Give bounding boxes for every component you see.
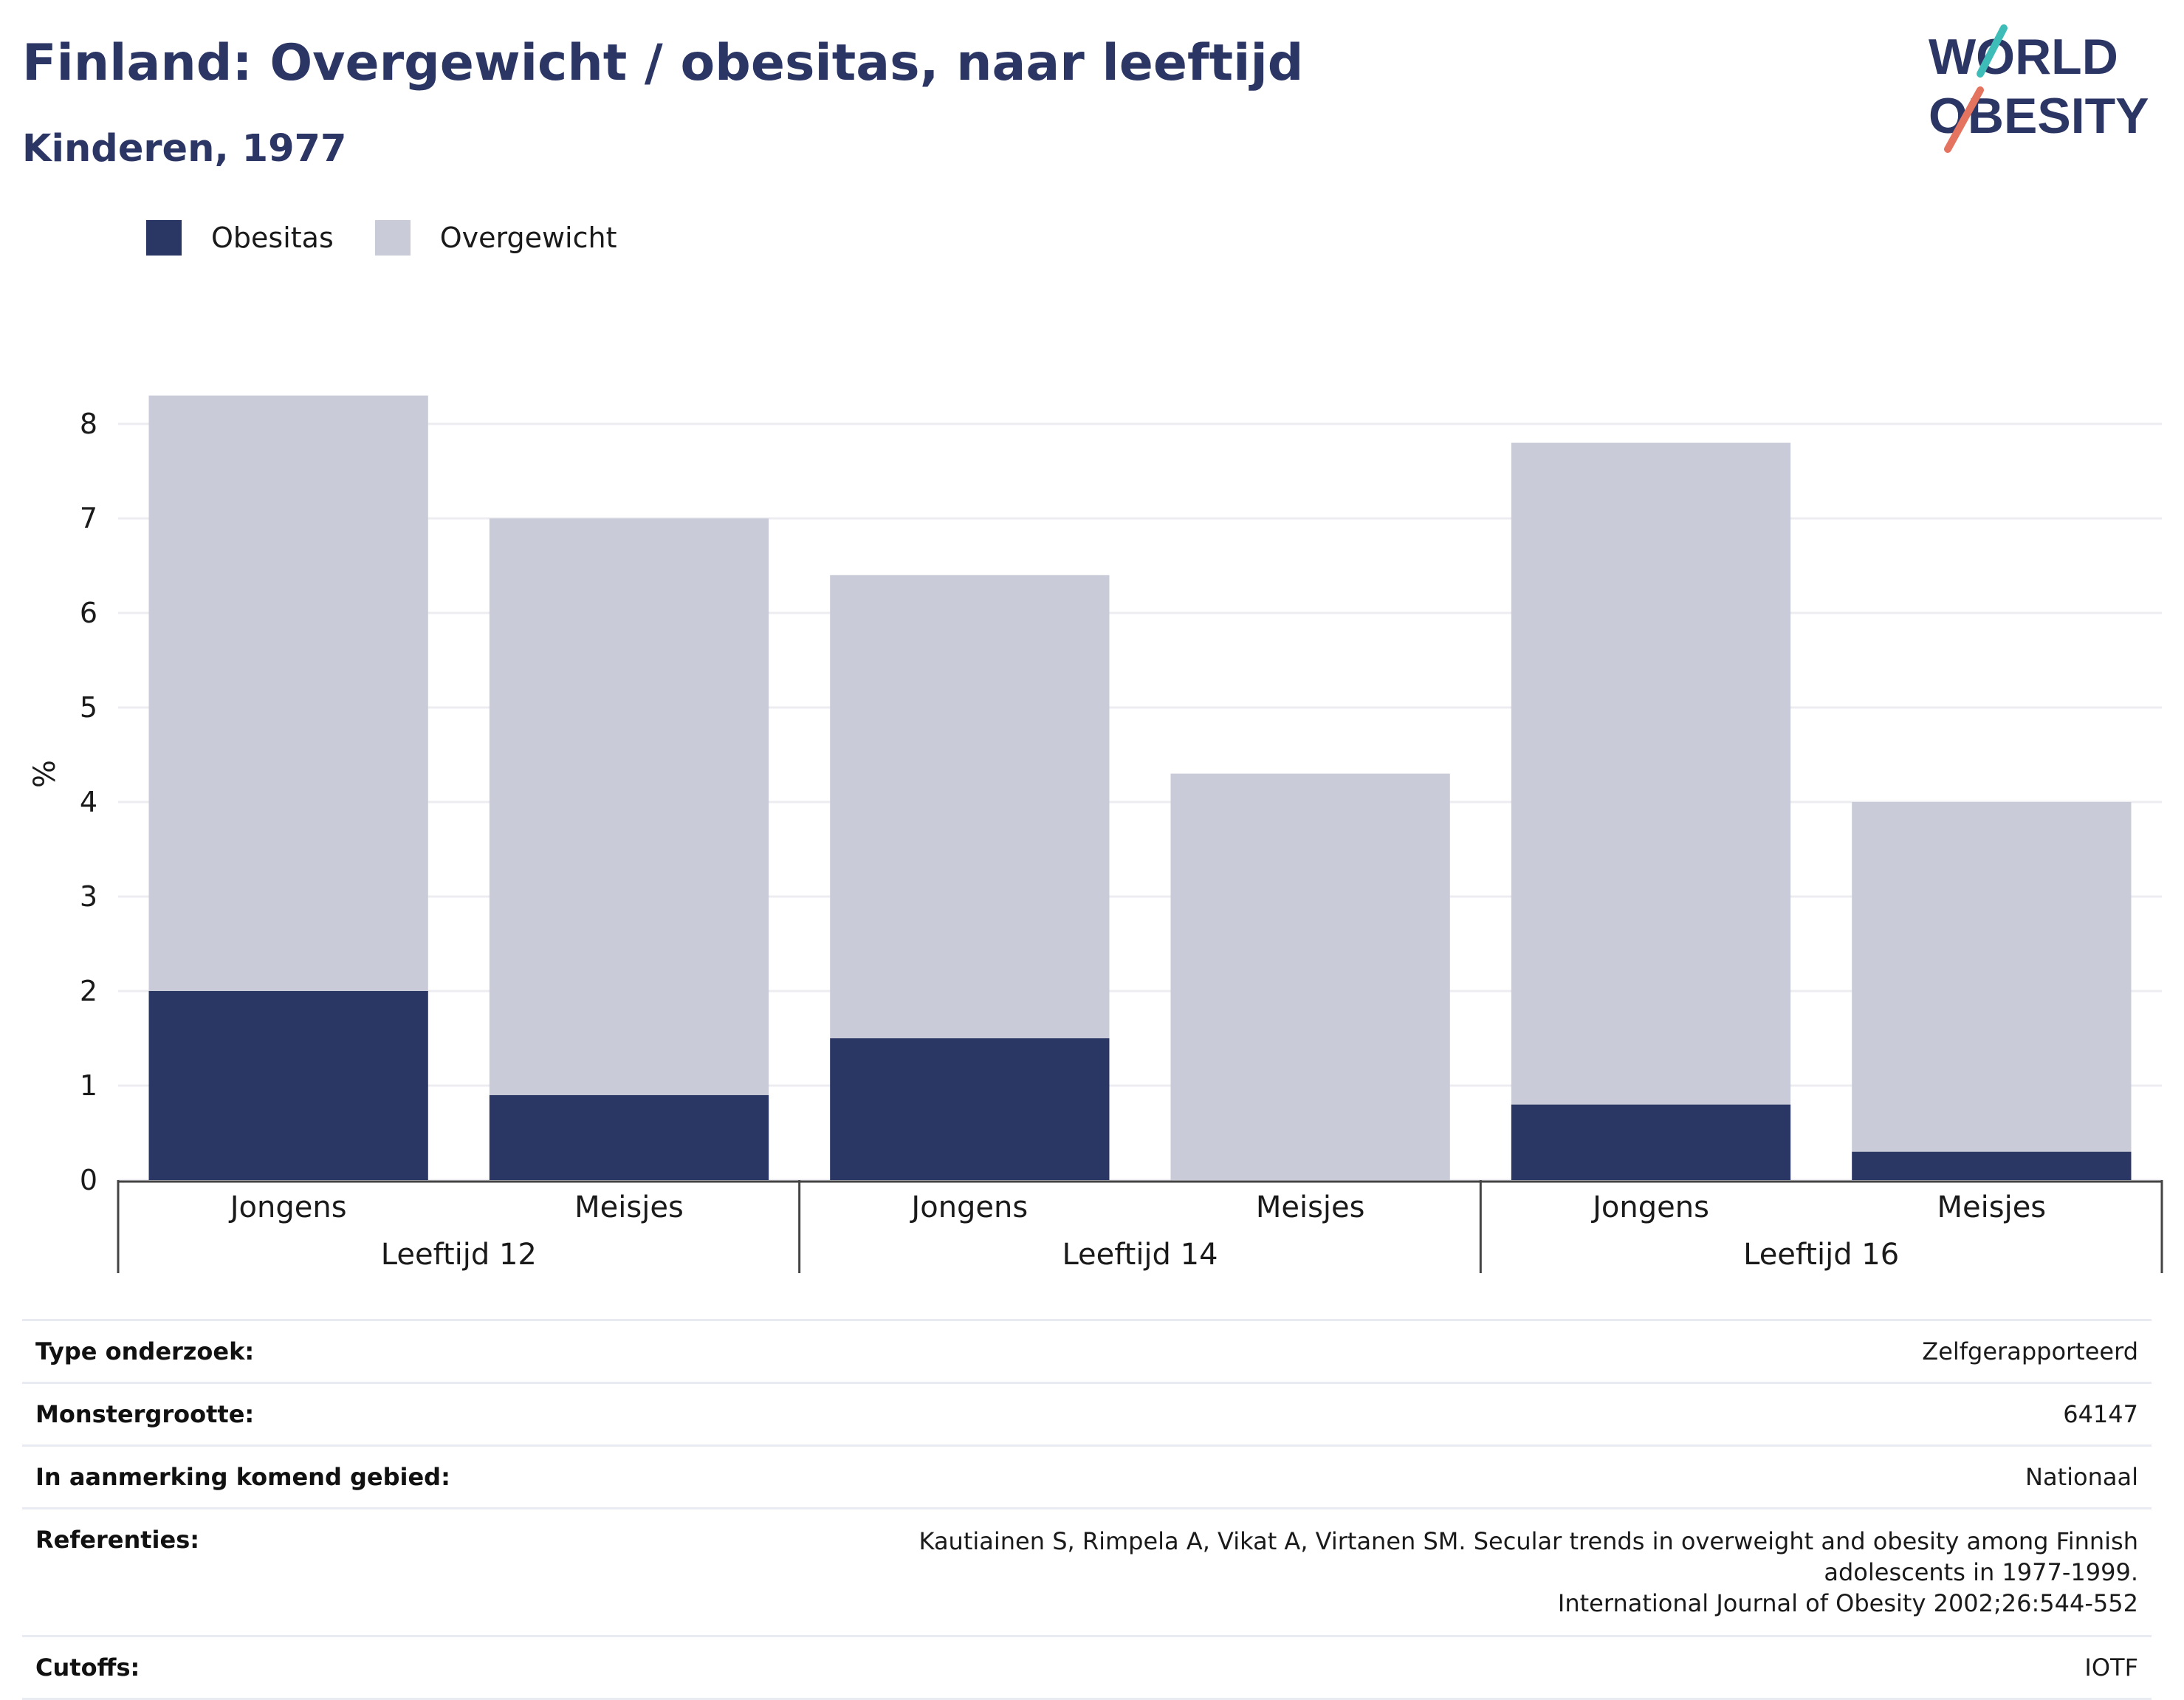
world-obesity-logo: WORLD OBESITY [1929,24,2149,153]
legend-label-obesitas: Obesitas [211,222,334,254]
page-title: Finland: Overgewicht / obesitas, naar le… [22,34,1304,92]
bar-overgewicht-3 [1170,773,1450,1180]
study-info-table: Type onderzoek: Zelfgerapporteerd Monste… [22,1319,2152,1700]
info-key: Monstergrootte: [22,1382,874,1446]
legend-swatch-overgewicht [374,220,411,256]
x-tick-label: Jongens [1590,1190,1709,1224]
y-tick-label: 1 [80,1069,97,1102]
info-key: In aanmerking komend gebied: [22,1444,874,1509]
bar-overgewicht-4 [1511,442,1791,1105]
chart-legend: Obesitas Overgewicht [146,220,659,256]
info-value: Zelfgerapporteerd [873,1319,2152,1383]
logo-word-world: WORLD [1929,29,2118,85]
stacked-bar-chart: 0 1 2 3 4 5 6 7 8% Jongens Meisjes Jongens Meisjes Jo… [28,395,2163,1273]
info-value: Nationaal [873,1444,2152,1509]
y-tick-label: 0 [80,1164,97,1196]
info-value: Kautiainen S, Rimpela A, Vikat A, Virtan… [873,1507,2152,1636]
y-axis-title: % [28,760,62,788]
y-tick-label: 8 [80,408,97,440]
y-tick-label: 4 [80,786,97,818]
x-tick-label: Jongens [228,1190,347,1224]
logo-slash-coral [1944,86,1984,153]
legend-swatch-obesitas [146,220,182,256]
info-row-references: Referenties: Kautiainen S, Rimpela A, Vi… [22,1507,2152,1636]
y-tick-label: 5 [80,691,97,724]
info-row-sample-size: Monstergrootte: 64147 [22,1382,2152,1446]
info-value: 64147 [873,1382,2152,1446]
bar-overgewicht-1 [489,518,769,1095]
y-tick-label: 3 [80,880,97,913]
info-row-area: In aanmerking komend gebied: Nationaal [22,1444,2152,1509]
info-key: Cutoffs: [22,1635,874,1700]
page-subtitle: Kinderen, 1977 [22,127,347,171]
bar-obesitas-1 [489,1094,769,1180]
info-row-cutoffs: Cutoffs: IOTF [22,1635,2152,1700]
group-label: Leeftijd 14 [1062,1238,1218,1272]
bar-overgewicht-0 [148,395,428,991]
reference-line-1: Kautiainen S, Rimpela A, Vikat A, Virtan… [918,1527,2138,1586]
logo-slash-teal [1977,24,2008,78]
bar-obesitas-0 [148,991,428,1180]
x-tick-label: Meisjes [1937,1190,2047,1224]
group-label: Leeftijd 12 [381,1238,537,1272]
x-tick-label: Meisjes [1256,1190,1365,1224]
legend-label-overgewicht: Overgewicht [439,222,617,254]
group-label: Leeftijd 16 [1743,1238,1899,1272]
y-tick-label: 2 [80,975,97,1007]
info-key: Type onderzoek: [22,1319,874,1383]
y-tick-label: 6 [80,597,97,629]
bar-overgewicht-5 [1852,802,2132,1152]
info-row-type: Type onderzoek: Zelfgerapporteerd [22,1319,2152,1383]
x-tick-label: Meisjes [574,1190,684,1224]
bar-obesitas-2 [830,1038,1110,1180]
bar-obesitas-4 [1511,1104,1791,1180]
info-value: IOTF [873,1635,2152,1700]
legend-item-obesitas[interactable]: Obesitas [146,220,334,256]
bar-overgewicht-2 [830,575,1110,1038]
legend-item-overgewicht[interactable]: Overgewicht [374,220,617,256]
y-tick-label: 7 [80,502,97,535]
reference-line-2: International Journal of Obesity 2002;26… [1557,1589,2138,1617]
bar-obesitas-5 [1852,1151,2132,1180]
info-key: Referenties: [22,1507,874,1636]
x-tick-label: Jongens [909,1190,1028,1224]
